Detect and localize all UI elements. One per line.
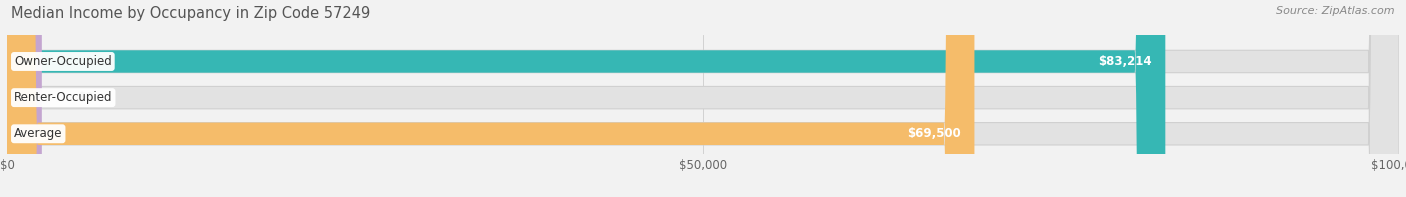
FancyBboxPatch shape xyxy=(7,0,1399,197)
Text: $69,500: $69,500 xyxy=(907,127,960,140)
FancyBboxPatch shape xyxy=(7,0,974,197)
FancyBboxPatch shape xyxy=(7,0,42,197)
Text: Source: ZipAtlas.com: Source: ZipAtlas.com xyxy=(1277,6,1395,16)
Text: Renter-Occupied: Renter-Occupied xyxy=(14,91,112,104)
FancyBboxPatch shape xyxy=(7,0,1399,197)
Text: Average: Average xyxy=(14,127,62,140)
FancyBboxPatch shape xyxy=(7,0,1399,197)
FancyBboxPatch shape xyxy=(7,0,1166,197)
Text: Owner-Occupied: Owner-Occupied xyxy=(14,55,111,68)
Text: Median Income by Occupancy in Zip Code 57249: Median Income by Occupancy in Zip Code 5… xyxy=(11,6,371,21)
Text: $83,214: $83,214 xyxy=(1098,55,1152,68)
Text: $0: $0 xyxy=(77,91,93,104)
